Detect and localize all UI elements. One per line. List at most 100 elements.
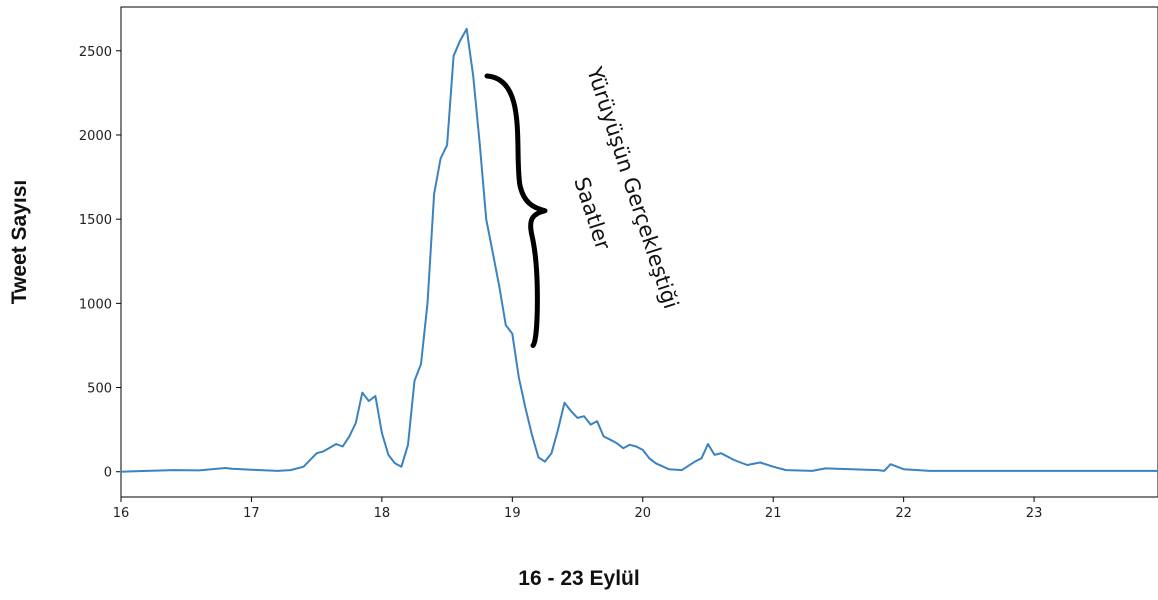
data-point xyxy=(609,439,611,441)
data-point xyxy=(426,302,428,304)
data-point xyxy=(511,332,513,334)
data-point xyxy=(563,402,565,404)
data-point xyxy=(583,415,585,417)
data-point xyxy=(876,469,878,471)
data-point xyxy=(635,445,637,447)
data-point xyxy=(655,462,657,464)
data-point xyxy=(374,395,376,397)
data-point xyxy=(681,469,683,471)
x-tick-label: 17 xyxy=(243,506,260,521)
data-point xyxy=(622,447,624,449)
data-point xyxy=(400,465,402,467)
data-point xyxy=(694,460,696,462)
data-point xyxy=(968,470,970,472)
x-tick-label: 19 xyxy=(504,506,521,521)
data-point xyxy=(439,157,441,159)
data-point xyxy=(596,420,598,422)
x-tick-label: 23 xyxy=(1026,506,1043,521)
data-point xyxy=(707,443,709,445)
data-point xyxy=(224,467,226,469)
data-point xyxy=(642,449,644,451)
data-point xyxy=(524,407,526,409)
data-point xyxy=(361,391,363,393)
x-tick-label: 20 xyxy=(634,506,651,521)
data-point xyxy=(348,435,350,437)
x-axis-title: 16 - 23 Eylül xyxy=(518,567,639,590)
data-point xyxy=(479,142,481,144)
data-point xyxy=(1033,470,1035,472)
data-point xyxy=(413,380,415,382)
data-point xyxy=(589,423,591,425)
data-point xyxy=(433,193,435,195)
data-point xyxy=(733,459,735,461)
data-point xyxy=(720,452,722,454)
data-point xyxy=(883,470,885,472)
data-point xyxy=(700,457,702,459)
y-tick-label: 500 xyxy=(87,382,112,397)
data-point xyxy=(505,324,507,326)
data-point xyxy=(302,465,304,467)
data-point xyxy=(146,470,148,472)
data-point xyxy=(315,452,317,454)
data-point xyxy=(250,469,252,471)
data-point xyxy=(668,468,670,470)
data-point xyxy=(420,363,422,365)
y-tick-label: 2000 xyxy=(79,129,112,144)
annotation-line-2: Saatler xyxy=(569,174,615,253)
data-point xyxy=(602,435,604,437)
data-point xyxy=(459,39,461,41)
data-point xyxy=(929,470,931,472)
y-axis-ticks: 0 500 1000 1500 2000 2500 xyxy=(79,45,121,481)
data-point xyxy=(713,454,715,456)
data-point xyxy=(537,456,539,458)
data-point xyxy=(759,461,761,463)
data-point xyxy=(485,218,487,220)
data-point xyxy=(452,55,454,57)
data-point xyxy=(746,464,748,466)
data-point xyxy=(198,469,200,471)
x-tick-label: 22 xyxy=(895,506,912,521)
data-point xyxy=(902,468,904,470)
data-point xyxy=(368,400,370,402)
y-axis-title: Tweet Sayısı xyxy=(8,180,31,305)
x-tick-label: 18 xyxy=(374,506,391,521)
data-point xyxy=(531,433,533,435)
data-point xyxy=(576,417,578,419)
data-point xyxy=(407,444,409,446)
data-point xyxy=(394,462,396,464)
data-point xyxy=(850,468,852,470)
y-tick-label: 2500 xyxy=(79,45,112,60)
x-tick-label: 16 xyxy=(113,506,130,521)
y-tick-label: 0 xyxy=(104,466,112,481)
annotation-brace xyxy=(484,73,548,348)
data-point xyxy=(550,452,552,454)
data-point xyxy=(557,428,559,430)
data-point xyxy=(172,469,174,471)
data-point xyxy=(889,463,891,465)
data-point xyxy=(335,443,337,445)
data-point xyxy=(785,469,787,471)
data-point xyxy=(772,465,774,467)
y-tick-label: 1500 xyxy=(79,213,112,228)
data-point xyxy=(276,470,278,472)
data-point xyxy=(518,376,520,378)
x-axis-ticks: 16 17 18 19 20 21 22 23 xyxy=(113,497,1043,521)
data-point xyxy=(570,410,572,412)
data-point xyxy=(387,454,389,456)
annotation: Yürüyüşün Gerçekleştiği Saatler xyxy=(484,63,683,348)
data-point xyxy=(231,468,233,470)
series-line xyxy=(120,27,1158,473)
data-point xyxy=(381,432,383,434)
x-tick-label: 21 xyxy=(765,506,782,521)
data-point xyxy=(648,457,650,459)
data-point xyxy=(120,471,122,473)
data-point xyxy=(355,422,357,424)
data-point xyxy=(824,467,826,469)
plot-frame xyxy=(120,6,1158,498)
data-point xyxy=(289,469,291,471)
data-point xyxy=(342,445,344,447)
data-points xyxy=(120,28,1158,473)
data-point xyxy=(472,75,474,77)
data-point xyxy=(1098,470,1100,472)
